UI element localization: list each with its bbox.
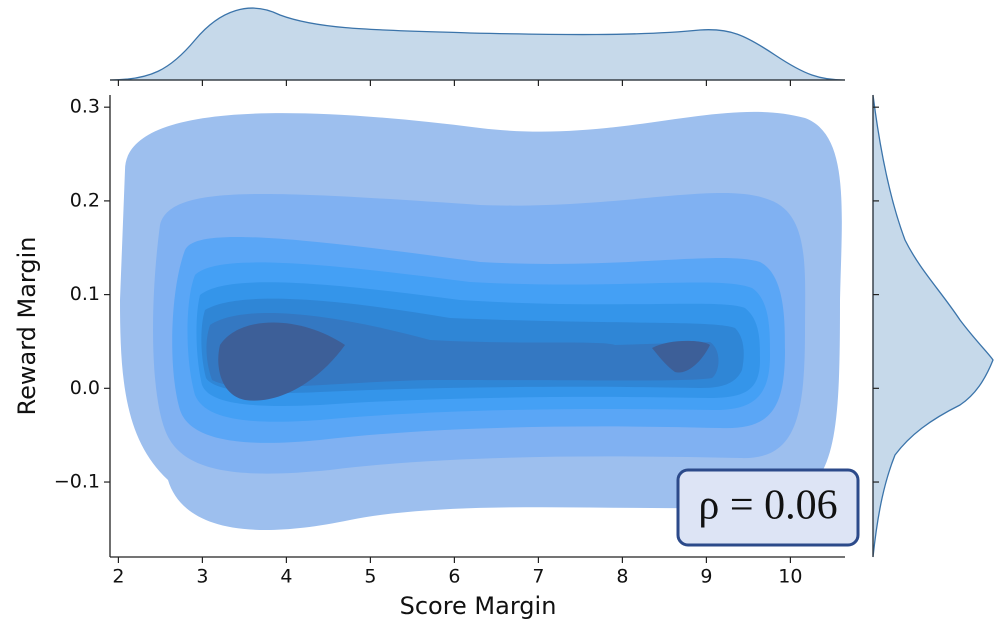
marginal-density: [109, 7, 846, 81]
x-tick-label: 10: [778, 566, 802, 588]
kde-contours: [120, 111, 842, 531]
top-marginal: [109, 7, 846, 81]
y-tick-label: 0.1: [70, 283, 100, 305]
contour: [206, 313, 719, 388]
x-tick-label: 9: [700, 566, 712, 588]
y-tick-label: −0.1: [54, 471, 100, 493]
marginal-density: [872, 94, 994, 558]
x-tick-label: 4: [280, 566, 292, 588]
y-tick-label: 0.3: [70, 96, 100, 118]
x-tick-label: 5: [364, 566, 376, 588]
x-tick-label: 3: [196, 566, 208, 588]
annotation-box: [676, 468, 860, 547]
x-tick-label: 7: [532, 566, 544, 588]
right-marginal: [872, 94, 994, 558]
x-tick-label: 8: [616, 566, 628, 588]
x-tick-label: 2: [112, 566, 124, 588]
y-tick-label: 0.0: [70, 377, 100, 399]
annotation: ρ = 0.06: [698, 483, 837, 529]
y-tick-label: 0.2: [70, 189, 100, 211]
contour: [652, 340, 710, 373]
x-tick-label: 6: [448, 566, 460, 588]
y-axis-label: Reward Margin: [13, 237, 41, 416]
x-axis-label: Score Margin: [400, 592, 557, 620]
contour: [218, 322, 345, 401]
